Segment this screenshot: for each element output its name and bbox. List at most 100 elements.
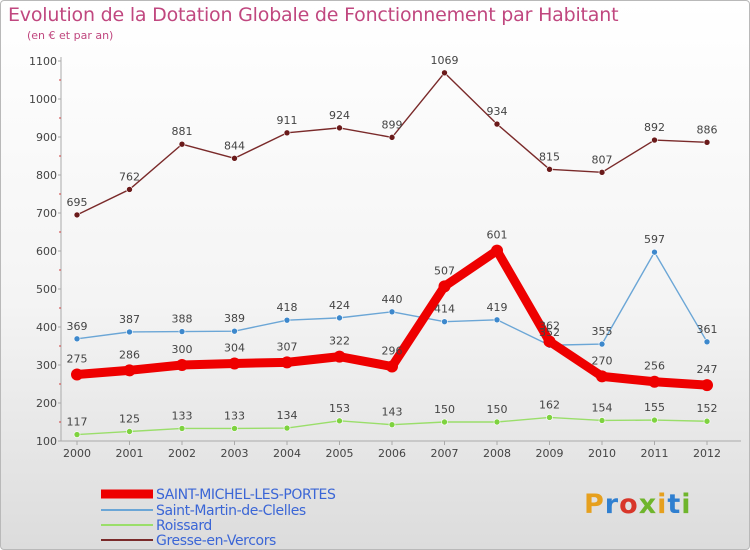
data-label: 815 [539, 150, 560, 163]
data-label: 352 [539, 326, 560, 339]
data-point [651, 248, 658, 256]
data-label: 886 [697, 123, 718, 136]
data-point [441, 418, 448, 426]
y-tick-label: 100 [36, 435, 57, 448]
data-point [231, 154, 238, 162]
data-point [336, 124, 343, 132]
legend-label: Gresse-en-Vercors [156, 533, 276, 549]
chart-title: Evolution de la Dotation Globale de Fonc… [8, 4, 619, 26]
x-tick-label: 2007 [431, 447, 459, 460]
data-label: 424 [329, 299, 350, 312]
y-tick-label: 200 [36, 397, 57, 410]
data-label: 361 [697, 323, 718, 336]
logo-letter: P [584, 489, 605, 520]
logo-letter: x [638, 489, 658, 520]
y-tick-label: 800 [36, 169, 57, 182]
data-point [598, 417, 606, 424]
data-label: 304 [224, 341, 245, 354]
data-point [283, 424, 291, 432]
data-point [651, 136, 658, 144]
x-tick-label: 2000 [63, 447, 91, 460]
data-point [546, 414, 553, 421]
y-tick-label: 300 [36, 359, 57, 372]
data-point [441, 69, 448, 77]
data-label: 134 [277, 409, 298, 422]
data-point [388, 308, 396, 316]
data-point [493, 316, 501, 324]
series-line [76, 72, 708, 216]
data-point [388, 421, 396, 428]
data-label: 601 [487, 229, 508, 242]
data-label: 143 [382, 406, 403, 419]
data-label: 844 [224, 139, 245, 152]
data-point [701, 379, 713, 392]
data-label: 389 [224, 312, 245, 325]
data-label: 300 [172, 343, 193, 356]
data-label: 133 [224, 409, 245, 422]
data-label: 286 [119, 348, 140, 361]
data-label: 275 [67, 353, 88, 366]
data-point [598, 169, 606, 176]
data-point [386, 360, 398, 373]
data-label: 270 [592, 354, 613, 367]
logo-letter: r [604, 489, 620, 520]
data-label: 152 [697, 402, 718, 415]
x-tick-label: 2010 [588, 447, 616, 460]
data-point [231, 425, 238, 432]
data-label: 355 [592, 325, 613, 338]
logo-letter: o [619, 489, 639, 520]
data-label: 155 [644, 401, 665, 414]
data-label: 256 [644, 360, 665, 373]
data-point [546, 166, 553, 173]
data-label: 125 [119, 413, 140, 426]
data-label: 162 [539, 398, 560, 411]
data-label: 934 [487, 105, 508, 118]
data-point [336, 417, 343, 425]
data-point [73, 211, 81, 219]
data-point [73, 431, 81, 438]
logo-letter: i [681, 489, 692, 520]
data-label: 153 [329, 402, 350, 415]
chart-subtitle: (en € et par an) [27, 29, 114, 42]
data-point [126, 328, 133, 336]
data-label: 440 [382, 293, 403, 306]
data-label: 911 [277, 114, 298, 127]
data-label: 762 [119, 170, 140, 183]
data-label: 388 [172, 313, 193, 326]
data-label: 418 [277, 301, 298, 314]
data-point [178, 140, 186, 148]
y-tick-label: 900 [36, 131, 57, 144]
x-tick-label: 2001 [116, 447, 144, 460]
y-tick-label: 1000 [29, 93, 57, 106]
data-point [178, 328, 186, 335]
data-point [281, 356, 293, 369]
data-point [703, 417, 711, 425]
data-point [283, 316, 291, 324]
data-label: 419 [487, 301, 508, 314]
data-label: 154 [592, 401, 613, 414]
data-point [703, 338, 711, 346]
legend-label: Roissard [156, 518, 212, 534]
data-point [441, 318, 448, 325]
data-point [596, 370, 608, 383]
data-point [651, 416, 658, 424]
data-label: 362 [539, 319, 560, 332]
data-point [493, 120, 501, 128]
data-label: 150 [434, 403, 455, 416]
x-tick-label: 2004 [273, 447, 301, 460]
data-label: 507 [434, 264, 455, 277]
data-point [438, 280, 451, 293]
data-point [126, 428, 133, 435]
data-label: 924 [329, 109, 350, 122]
data-label: 307 [277, 340, 298, 353]
data-label: 387 [119, 313, 140, 326]
logo-letter: i [657, 489, 668, 520]
x-tick-label: 2008 [483, 447, 511, 460]
data-point [126, 186, 133, 193]
data-point [648, 375, 661, 388]
data-label: 807 [592, 153, 613, 166]
x-tick-label: 2005 [326, 447, 354, 460]
data-point [73, 335, 81, 343]
